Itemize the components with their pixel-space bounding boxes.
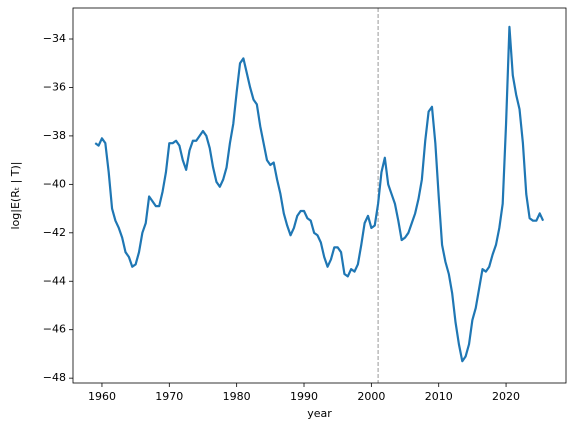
- x-tick-label: 1960: [88, 390, 116, 403]
- x-tick-label: 2020: [492, 390, 520, 403]
- x-axis-label: year: [307, 407, 332, 420]
- x-tick-label: 2000: [357, 390, 385, 403]
- y-tick-label: −38: [43, 129, 66, 142]
- plot-frame: [72, 7, 567, 384]
- y-tick-label: −48: [43, 371, 66, 384]
- data-line: [94, 25, 545, 363]
- y-tick-label: −46: [43, 323, 66, 336]
- y-axis-label: log|E(Rₜ | T)|: [9, 161, 22, 229]
- x-tick-label: 1980: [223, 390, 251, 403]
- y-tick-label: −44: [43, 274, 66, 287]
- x-tick-label: 1990: [290, 390, 318, 403]
- y-tick-label: −40: [43, 177, 66, 190]
- y-tick-label: −34: [43, 32, 66, 45]
- y-tick-label: −42: [43, 226, 66, 239]
- y-tick-label: −36: [43, 80, 66, 93]
- x-tick-label: 2010: [425, 390, 453, 403]
- x-tick-label: 1970: [155, 390, 183, 403]
